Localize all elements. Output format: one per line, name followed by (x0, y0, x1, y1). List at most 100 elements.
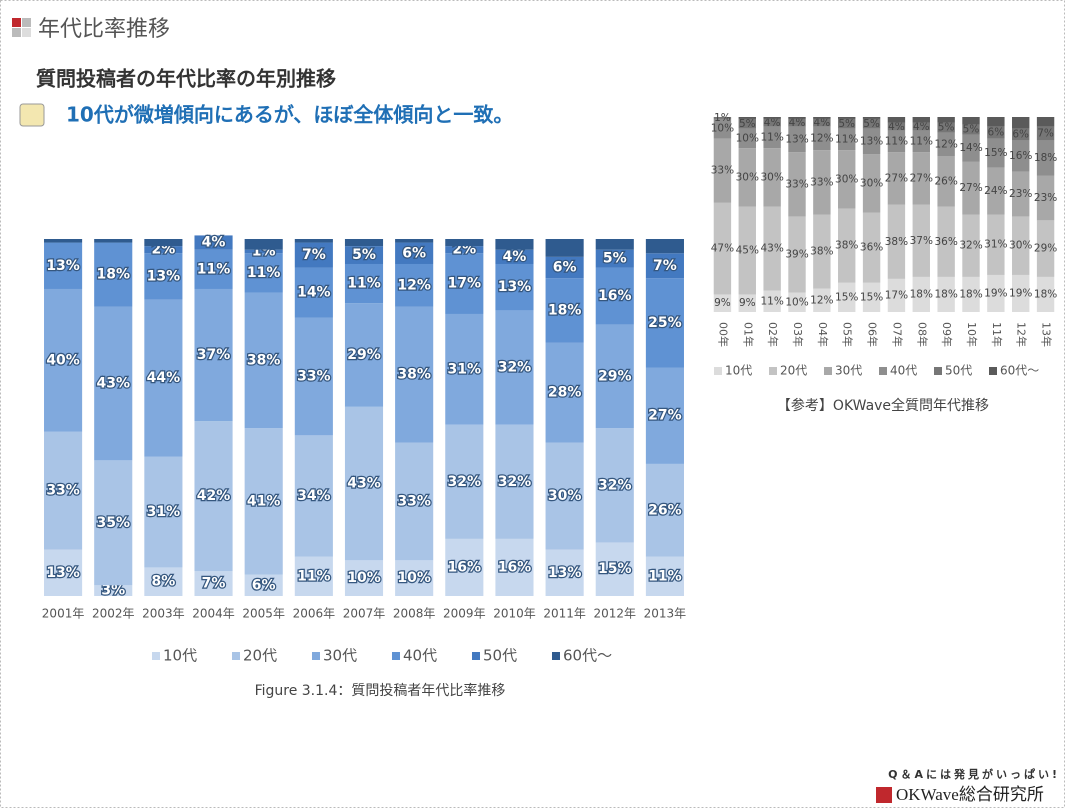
bar-segment (445, 253, 484, 314)
data-label: 31% (147, 504, 181, 520)
data-label: 14% (297, 285, 331, 301)
bar-segment (344, 263, 384, 304)
legend-label: 10代 (725, 364, 752, 378)
bar-segment (645, 253, 684, 279)
data-label: 9% (739, 297, 756, 309)
footer-tagline: Q＆Aには発見がいっぱい! (888, 767, 1060, 781)
data-label: 10% (711, 123, 734, 135)
legend-label: 40代 (403, 647, 437, 665)
bar-segment (838, 208, 856, 283)
bar-segment (294, 435, 333, 557)
data-label: 30% (860, 177, 883, 189)
bar-segment (912, 117, 930, 123)
chart-caption: Figure 3.1.4：質問投稿者年代比率推移 (255, 682, 506, 699)
data-label: 27% (648, 408, 682, 424)
data-label: 31% (984, 239, 1007, 251)
data-label: 37% (197, 347, 231, 363)
bar-segment (395, 442, 434, 561)
bar-segment (545, 442, 584, 550)
x-tick-label: 2008年 (393, 607, 436, 621)
data-label: 11% (347, 276, 381, 292)
bar-segment (244, 574, 283, 596)
bar-segment (962, 117, 980, 125)
x-tick-label: 07年 (890, 322, 904, 347)
bar-segment (445, 246, 484, 254)
x-tick-label: 2009年 (443, 607, 486, 621)
data-label: 33% (46, 483, 80, 499)
data-label: 13% (147, 268, 181, 284)
bar-segment (595, 542, 634, 596)
data-label: 9% (714, 297, 731, 309)
bar-segment (738, 294, 756, 312)
bar-segment (395, 239, 434, 243)
bar-segment (813, 214, 831, 289)
legend-swatch (152, 652, 160, 660)
bar-segment (987, 167, 1005, 215)
bar-segment (294, 317, 333, 436)
data-label: 26% (648, 502, 682, 518)
bar-segment (194, 571, 233, 596)
slide-subtitle: 10代が微増傾向にあるが、ほぼ全体傾向と一致。 (66, 103, 513, 127)
data-label: 10% (785, 296, 808, 308)
bar-segment (344, 560, 384, 596)
bar-segment (962, 276, 980, 312)
data-label: 44% (147, 370, 181, 386)
legend-label: 30代 (835, 364, 862, 378)
data-label: 10% (397, 570, 431, 586)
bar-segment (987, 117, 1005, 127)
data-label: 12% (810, 132, 833, 144)
data-label: 25% (648, 315, 682, 331)
data-label: 18% (548, 302, 582, 318)
bar-segment (495, 263, 534, 311)
data-label: 39% (785, 248, 808, 260)
bar-segment (887, 204, 906, 279)
bar-segment (738, 206, 756, 295)
bar-segment (987, 126, 1005, 139)
bar-segment (445, 424, 484, 539)
data-label: 4% (503, 249, 527, 265)
data-label: 43% (347, 476, 381, 492)
bar-segment (545, 239, 584, 257)
x-tick-label: 2010年 (493, 607, 536, 621)
bar-segment (94, 460, 133, 586)
bar-segment (344, 239, 384, 247)
legend-swatch (934, 367, 942, 375)
bar-segment (937, 156, 955, 207)
data-label: 42% (197, 488, 231, 504)
data-label: 23% (1034, 192, 1057, 204)
data-label: 11% (760, 295, 783, 307)
x-tick-label: 2005年 (242, 607, 285, 621)
x-tick-label: 06年 (866, 322, 880, 347)
data-label: 34% (297, 488, 331, 504)
data-label: 5% (739, 118, 756, 130)
x-tick-label: 04年 (816, 322, 830, 347)
bar-segment (862, 128, 881, 155)
bar-segment (763, 148, 781, 207)
data-label: 11% (760, 131, 783, 143)
x-tick-label: 00年 (716, 322, 730, 347)
data-label: 15% (984, 147, 1007, 159)
data-label: 18% (910, 288, 933, 300)
data-label: 5% (863, 118, 880, 130)
data-label: 36% (860, 242, 883, 254)
data-label: 30% (760, 171, 783, 183)
bar-segment (937, 276, 955, 312)
bar-segment (645, 556, 684, 596)
x-tick-label: 2013年 (644, 607, 687, 621)
legend-swatch (714, 367, 722, 375)
data-label: 35% (96, 515, 130, 531)
legend-label: 20代 (243, 647, 277, 665)
x-tick-label: 01年 (741, 322, 755, 347)
bar-segment (838, 282, 856, 312)
bar-segment (738, 128, 756, 149)
bar-segment (813, 288, 831, 312)
data-label: 32% (498, 474, 532, 490)
x-tick-label: 10年 (965, 322, 979, 347)
data-label: 4% (913, 121, 930, 133)
bar-segment (838, 118, 856, 129)
footer-logo (876, 787, 892, 803)
bar-segment (94, 242, 133, 307)
legend-label: 60代～ (1000, 364, 1039, 378)
legend-label: 20代 (780, 364, 807, 378)
